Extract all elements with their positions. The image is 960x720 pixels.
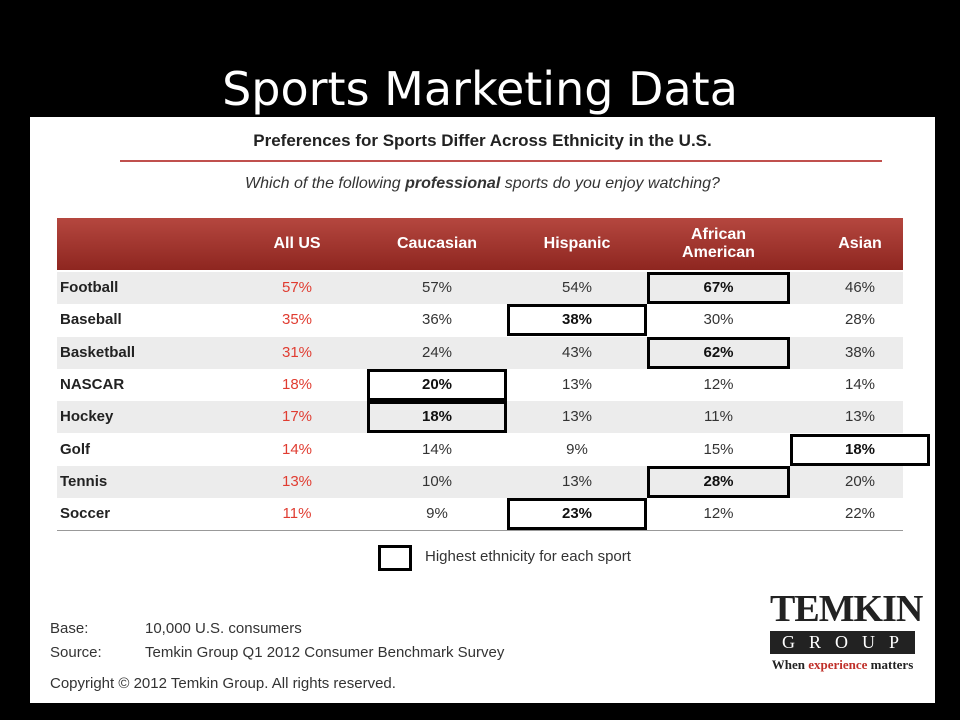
highlight-cell: 18%	[790, 433, 930, 466]
table-row: Tennis 13% 10% 13% 28% 20%	[57, 465, 903, 498]
footer-base: Base: 10,000 U.S. consumers	[50, 620, 302, 637]
logo-tagline: When experience matters	[770, 657, 915, 673]
table-title: Preferences for Sports Differ Across Eth…	[253, 131, 712, 150]
value-cell: 22%	[844, 505, 876, 523]
value-cell: 13%	[561, 375, 593, 393]
value-cell: 17%	[281, 408, 313, 426]
table-row: Hockey 17% 18% 13% 11% 13%	[57, 401, 903, 434]
value-cell: 35%	[281, 311, 313, 329]
value-cell: 54%	[561, 279, 593, 296]
table-row: Baseball 35% 36% 38% 30% 28%	[57, 304, 903, 337]
highlight-cell: 67%	[647, 272, 790, 304]
legend-text: Highest ethnicity for each sport	[425, 548, 631, 565]
table-rule	[57, 530, 903, 531]
highlight-cell: 38%	[507, 304, 647, 337]
value-cell: 14%	[844, 375, 876, 393]
tagline-emphasis: experience	[808, 657, 868, 672]
value-cell: 13%	[281, 472, 313, 490]
sport-label: NASCAR	[60, 375, 125, 393]
subtitle-text: Which of the following	[245, 175, 406, 192]
value-cell: 46%	[844, 279, 876, 296]
sport-label: Basketball	[60, 343, 136, 361]
value-cell: 57%	[281, 279, 313, 296]
value-cell: 20%	[844, 472, 876, 490]
value-cell: 11%	[282, 505, 312, 523]
label: Source:	[50, 644, 102, 661]
subtitle-emphasis: professional	[405, 175, 501, 192]
value-cell: 11%	[704, 408, 733, 426]
value-cell: 57%	[421, 279, 453, 296]
value-cell: 15%	[703, 440, 734, 458]
sport-label: Hockey	[60, 408, 114, 426]
value-cell: 10%	[421, 472, 453, 490]
value-cell: 14%	[421, 440, 453, 458]
sport-label: Tennis	[60, 472, 108, 490]
column-header: African American	[682, 226, 755, 261]
column-header: Caucasian	[396, 235, 478, 252]
column-header: Hispanic	[543, 235, 611, 252]
tagline-text: When	[771, 657, 809, 672]
logo: TEMKIN GROUP When experience matters	[770, 587, 923, 673]
table-row: NASCAR 18% 20% 13% 12% 14%	[57, 368, 903, 401]
value-cell: 14%	[281, 440, 313, 458]
highlight-cell: 20%	[367, 368, 507, 401]
table-row: Basketball 31% 24% 43% 62% 38%	[57, 336, 903, 369]
value-cell: 30%	[703, 311, 734, 329]
table-row: Football 57% 57% 54% 67% 46%	[57, 272, 903, 304]
value-cell: 12%	[703, 375, 734, 393]
logo-name: TEMKIN	[770, 588, 923, 630]
table-row: Soccer 11% 9% 23% 12% 22%	[57, 498, 903, 531]
value: 10,000 U.S. consumers	[145, 620, 302, 637]
value-cell: 13%	[561, 408, 593, 426]
label: Base:	[50, 620, 89, 637]
column-header: All US	[273, 235, 321, 252]
panel: Preferences for Sports Differ Across Eth…	[30, 117, 935, 703]
value-cell: 43%	[561, 343, 593, 361]
value-cell: 9%	[426, 505, 448, 523]
value: Temkin Group Q1 2012 Consumer Benchmark …	[145, 644, 505, 661]
highlight-cell: 18%	[367, 401, 507, 434]
divider	[120, 160, 882, 162]
footer-copyright: Copyright © 2012 Temkin Group. All right…	[50, 675, 396, 692]
sport-label: Baseball	[60, 311, 122, 329]
slide-title: Sports Marketing Data	[222, 62, 738, 116]
value-cell: 9%	[566, 440, 588, 458]
logo-group: GROUP	[770, 631, 915, 654]
footer-source: Source: Temkin Group Q1 2012 Consumer Ben…	[50, 644, 504, 661]
highlight-cell: 23%	[507, 498, 647, 531]
value-cell: 13%	[844, 408, 876, 426]
subtitle: Which of the following professional spor…	[30, 175, 935, 193]
value-cell: 28%	[844, 311, 876, 329]
value-cell: 12%	[703, 505, 734, 523]
value-cell: 38%	[844, 343, 876, 361]
sport-label: Soccer	[60, 505, 111, 523]
legend-swatch	[378, 545, 412, 571]
value-cell: 13%	[561, 472, 593, 490]
sport-label: Golf	[60, 440, 90, 458]
tagline-text: matters	[867, 657, 914, 672]
value-cell: 36%	[421, 311, 453, 329]
value-cell: 31%	[281, 343, 313, 361]
highlight-cell: 62%	[647, 336, 790, 369]
header-band	[57, 218, 903, 270]
column-header: Asian	[838, 235, 882, 252]
table-row: Golf 14% 14% 9% 15% 18%	[57, 433, 930, 466]
value-cell: 24%	[421, 343, 453, 361]
value-cell: 18%	[281, 375, 313, 393]
highlight-cell: 28%	[647, 465, 790, 498]
subtitle-text: sports do you enjoy watching?	[500, 175, 720, 192]
sport-label: Football	[60, 279, 119, 296]
